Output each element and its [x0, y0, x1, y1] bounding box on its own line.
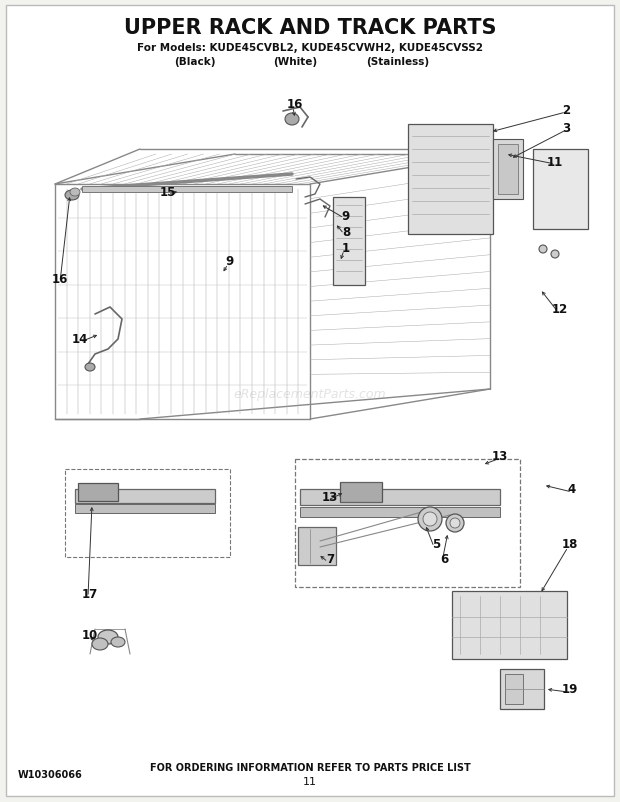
Bar: [493, 140, 523, 200]
Bar: [298, 528, 336, 565]
Text: 7: 7: [326, 553, 334, 565]
Text: 17: 17: [82, 588, 98, 601]
Bar: [505, 674, 523, 704]
Bar: [452, 591, 567, 659]
Bar: [78, 484, 118, 501]
Ellipse shape: [423, 512, 437, 526]
Ellipse shape: [70, 188, 80, 196]
Text: 16: 16: [287, 99, 303, 111]
Bar: [333, 198, 365, 286]
Text: 11: 11: [303, 776, 317, 786]
Text: 4: 4: [568, 483, 576, 496]
Text: 14: 14: [72, 333, 88, 346]
Text: 8: 8: [342, 225, 350, 238]
Text: 11: 11: [547, 156, 563, 168]
Ellipse shape: [551, 251, 559, 259]
Text: 5: 5: [432, 538, 440, 551]
Ellipse shape: [92, 638, 108, 650]
Text: 9: 9: [226, 255, 234, 268]
Bar: [75, 504, 215, 513]
Text: 13: 13: [322, 491, 338, 504]
Bar: [340, 482, 382, 502]
Ellipse shape: [111, 638, 125, 647]
Text: 12: 12: [552, 303, 568, 316]
Bar: [295, 460, 520, 587]
Text: 9: 9: [342, 209, 350, 222]
Text: FOR ORDERING INFORMATION REFER TO PARTS PRICE LIST: FOR ORDERING INFORMATION REFER TO PARTS …: [149, 762, 471, 772]
Text: 6: 6: [440, 553, 448, 565]
Bar: [75, 489, 215, 504]
Ellipse shape: [539, 245, 547, 253]
Ellipse shape: [65, 191, 79, 200]
Ellipse shape: [446, 514, 464, 533]
Bar: [533, 150, 588, 229]
Text: eReplacementParts.com: eReplacementParts.com: [234, 388, 386, 401]
Text: 1: 1: [342, 241, 350, 254]
Ellipse shape: [85, 363, 95, 371]
Bar: [300, 489, 500, 505]
Bar: [408, 125, 493, 235]
Bar: [500, 669, 544, 709]
Ellipse shape: [285, 114, 299, 126]
Ellipse shape: [418, 508, 442, 532]
Text: 3: 3: [562, 121, 570, 134]
Bar: [498, 145, 518, 195]
Bar: [300, 508, 500, 517]
Text: UPPER RACK AND TRACK PARTS: UPPER RACK AND TRACK PARTS: [124, 18, 496, 38]
Ellipse shape: [450, 518, 460, 529]
Text: 16: 16: [52, 273, 68, 286]
Text: (Black): (Black): [174, 57, 216, 67]
Text: 15: 15: [160, 185, 176, 198]
Text: 10: 10: [82, 629, 98, 642]
Bar: [82, 187, 292, 192]
Text: For Models: KUDE45CVBL2, KUDE45CVWH2, KUDE45CVSS2: For Models: KUDE45CVBL2, KUDE45CVWH2, KU…: [137, 43, 483, 53]
Text: 18: 18: [562, 538, 578, 551]
Text: (White): (White): [273, 57, 317, 67]
Text: W10306066: W10306066: [18, 769, 82, 779]
Text: 2: 2: [562, 103, 570, 116]
Text: (Stainless): (Stainless): [366, 57, 430, 67]
Ellipse shape: [98, 630, 118, 644]
Text: 13: 13: [492, 450, 508, 463]
Bar: [65, 469, 230, 557]
Text: 19: 19: [562, 683, 578, 695]
